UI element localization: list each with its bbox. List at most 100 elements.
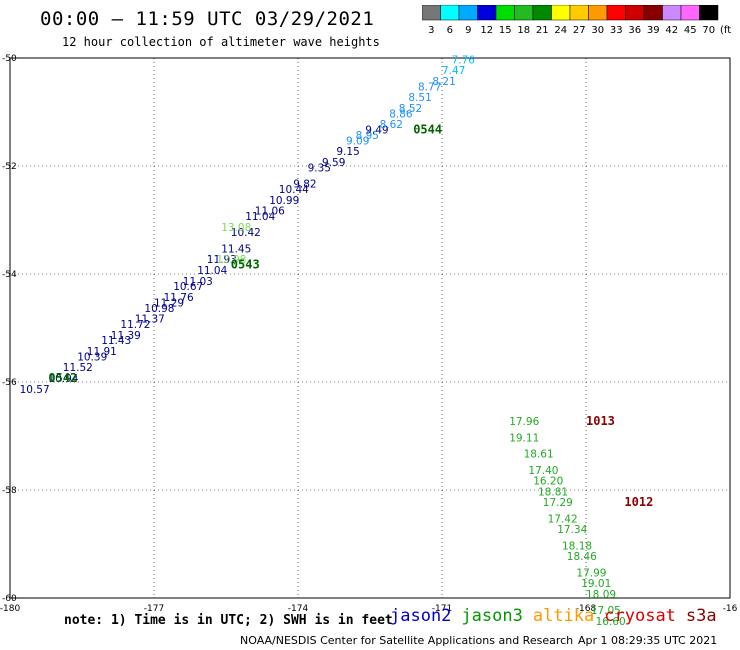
jason3-observation: 17.05: [591, 605, 621, 617]
jason3-observation: 17.29: [543, 497, 573, 509]
longitude-tick-label: -177: [144, 604, 164, 614]
jason2-observation: 10.99: [269, 195, 299, 207]
jason3-observation: 17.42: [548, 513, 578, 525]
jason2-observation: 11.93: [207, 254, 237, 266]
jason2-observation: 10.44: [279, 184, 309, 196]
legend-jason2: jason2: [390, 606, 452, 626]
latitude-tick-label: -52: [2, 162, 17, 172]
jason3-observation: 17.40: [528, 465, 558, 477]
pass-time-label: 1012: [624, 495, 653, 509]
jason2-observation: 8.62: [380, 119, 403, 131]
legend-s3a: s3a: [685, 606, 717, 626]
legend-note: note: 1) Time is in UTC; 2) SWH is in fe…: [64, 613, 393, 628]
colorbar-label: 27: [573, 25, 586, 36]
jason2-observation: 11.91: [87, 346, 117, 358]
colorbar-label: 3: [428, 25, 434, 36]
pass-time-label: 0542: [48, 371, 77, 385]
jason3-observation: 19.11: [509, 432, 539, 444]
colorbar-label: 33: [610, 25, 623, 36]
satellite-legend: jason2 jason3 altika cryosat s3a: [390, 606, 727, 626]
longitude-tick-label: -174: [288, 604, 309, 614]
jason2-observation: 11.06: [255, 206, 285, 218]
jason3-observation: 18.18: [562, 540, 592, 552]
jason2-observation: 10.39: [77, 351, 107, 363]
jason2-observation: 8.95: [356, 130, 379, 142]
legend-altika: altika: [532, 606, 595, 626]
jason2-observation: 10.94: [48, 373, 78, 385]
jason3-observation: 18.61: [524, 449, 554, 461]
colorbar-label: 45: [684, 25, 697, 36]
colorbar-unit: (ft): [720, 25, 732, 36]
page-title: 00:00 – 11:59 UTC 03/29/2021: [40, 8, 375, 30]
colorbar-label: 39: [647, 25, 660, 36]
jason2-observation: 12.98: [216, 254, 246, 266]
jason2-observation: 11.52: [63, 362, 93, 374]
credit-text: NOAA/NESDIS Center for Satellite Applica…: [240, 634, 574, 647]
jason3-observation: 17.96: [509, 416, 539, 428]
longitude-tick-label: -171: [432, 604, 452, 614]
jason2-observation: 11.43: [101, 335, 131, 347]
latitude-tick-label: -58: [2, 486, 17, 496]
longitude-tick-label: -168: [576, 604, 597, 614]
jason2-observation: 9.35: [308, 162, 331, 174]
colorbar-label: 9: [465, 25, 471, 36]
pass-time-label: 0544: [413, 123, 442, 137]
legend-cryosat: cryosat: [604, 606, 676, 626]
jason2-observation: 11.39: [111, 330, 141, 342]
latitude-tick-label: -56: [2, 378, 17, 388]
jason2-observation: 11.37: [135, 314, 165, 326]
latitude-tick-label: -50: [2, 54, 17, 64]
legend-jason3: jason3: [461, 606, 523, 626]
map-frame: [9, 57, 731, 599]
jason2-observation: 9.49: [365, 125, 388, 137]
colorbar-label: 70: [702, 25, 715, 36]
jason2-observation: 9.15: [336, 146, 359, 158]
jason2-observation: 7.76: [452, 54, 476, 66]
jason2-observation: 13.08: [221, 222, 251, 234]
colorbar-label: 36: [628, 25, 641, 36]
jason3-observation: 18.46: [567, 551, 597, 563]
colorbar-label: 6: [447, 25, 453, 36]
latitude-tick-label: -60: [2, 594, 17, 604]
jason2-observation: 9.59: [322, 157, 345, 169]
jason3-observation: 19.01: [581, 578, 611, 590]
jason2-observation: 11.04: [245, 211, 275, 223]
generated-timestamp: Apr 1 08:29:35 UTC 2021: [578, 634, 718, 647]
colorbar-label: 18: [517, 25, 530, 36]
jason2-observation: 8.52: [399, 103, 422, 115]
jason2-observation: 8.21: [432, 76, 455, 88]
jason2-observation: 10.57: [20, 384, 50, 396]
pass-time-label: 1013: [586, 414, 615, 428]
jason2-observation: 11.72: [120, 319, 150, 331]
jason2-observation: 8.51: [408, 92, 431, 104]
jason2-observation: 8.77: [418, 81, 441, 93]
jason2-observation: 7.47: [442, 65, 465, 77]
jason3-observation: 16.20: [533, 476, 563, 488]
jason2-observation: 10.98: [144, 303, 174, 315]
jason3-observation: 18.09: [586, 589, 616, 601]
jason3-observation: 17.99: [576, 567, 606, 579]
jason2-observation: 11.76: [164, 292, 194, 304]
colorbar-label: 42: [665, 25, 678, 36]
jason2-observation: 11.45: [221, 243, 251, 255]
colorbar-label: 15: [499, 25, 512, 36]
jason2-observation: 11.03: [183, 276, 213, 288]
jason2-observation: 11.04: [197, 265, 227, 277]
colorbar-label: 30: [591, 25, 604, 36]
colorbar-swatch: [699, 5, 719, 21]
colorbar-label: 12: [480, 25, 493, 36]
jason3-observation: 17.34: [557, 524, 587, 536]
longitude-tick-label: -180: [0, 604, 20, 614]
colorbar-label: 21: [536, 25, 549, 36]
jason2-observation: 10.67: [173, 281, 203, 293]
colorbar-label: 24: [554, 25, 567, 36]
jason2-observation: 9.09: [346, 135, 369, 147]
jason2-observation: 10.42: [231, 227, 261, 239]
latitude-tick-label: -54: [2, 270, 17, 280]
longitude-tick-label: -16: [723, 604, 738, 614]
pass-time-label: 0543: [231, 258, 260, 272]
jason2-observation: 9.82: [293, 179, 316, 191]
jason2-observation: 11.29: [154, 297, 184, 309]
